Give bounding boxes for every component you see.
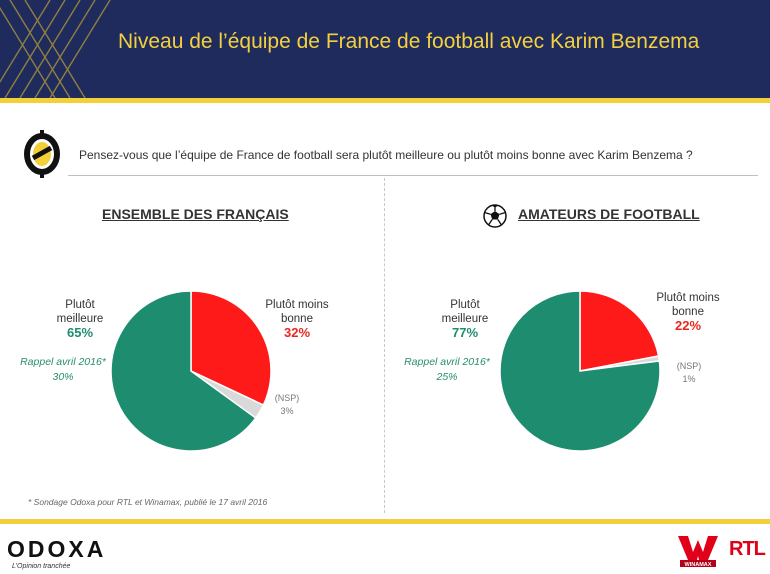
question-divider [68,175,758,176]
chart-1-red-label: Plutôt moins bonne 32% [258,298,336,340]
chart-2-rappel: Rappel avril 2016* 25% [398,355,496,385]
chart-1-rappel: Rappel avril 2016* 30% [14,355,112,385]
pie-1-slice-2 [110,290,257,452]
chart-2-title: AMATEURS DE FOOTBALL [518,206,700,222]
pie-2-slice-0 [579,290,660,372]
chart-1-nsp-label: (NSP) [274,393,300,403]
chart-2-green-label: Plutôt meilleure 77% [435,298,495,340]
pie-1-slice-0 [190,290,272,407]
rtl-logo: RTL [729,538,766,560]
header-band: Niveau de l’équipe de France de football… [0,0,770,98]
chart-1-green-label: Plutôt meilleure 65% [50,298,110,340]
chart-2-nsp: (NSP) 1% [672,360,706,386]
chart-2-red-value: 22% [674,318,702,333]
chart-2-red-label-text: Plutôt moins bonne [656,292,720,318]
footer-gold-bar [0,519,770,524]
pie-chart-ensemble [110,290,272,452]
chart-1-red-value: 32% [283,325,311,340]
chart-1-nsp-value: 3% [280,406,294,416]
footnote: * Sondage Odoxa pour RTL et Winamax, pub… [28,497,268,507]
pie-chart-amateurs [499,290,661,452]
chart-2-rappel-value: 25% [436,371,458,383]
odoxa-tagline: L’Opinion tranchée [12,563,71,570]
section-divider [384,178,385,513]
pie-2-slice-2 [499,290,661,452]
chart-2-green-label-text: Plutôt meilleure [441,299,489,325]
chart-1-red-label-text: Plutôt moins bonne [265,299,329,325]
football-icon [483,204,507,228]
chart-1-green-label-text: Plutôt meilleure [56,299,104,325]
chart-1-green-value: 65% [66,325,94,340]
winamax-logo: WINAMAX [678,536,718,568]
chart-1-rappel-value: 30% [52,371,74,383]
chart-2-nsp-label: (NSP) [676,361,702,371]
winamax-text: WINAMAX [685,562,712,568]
chart-2-rappel-label: Rappel avril 2016* [404,356,490,368]
odoxa-o-icon [24,130,60,178]
chart-2-nsp-value: 1% [682,374,696,384]
chart-2-green-value: 77% [451,325,479,340]
chart-1-title: ENSEMBLE DES FRANÇAIS [102,206,289,222]
header-gold-bar [0,98,770,103]
odoxa-logo: ODOXA [7,536,107,562]
chart-1-rappel-label: Rappel avril 2016* [20,356,106,368]
header-pattern [0,0,111,98]
chart-2-red-label: Plutôt moins bonne 22% [648,291,728,333]
survey-question: Pensez-vous que l’équipe de France de fo… [79,148,693,162]
page-title: Niveau de l’équipe de France de football… [118,30,700,53]
chart-1-nsp: (NSP) 3% [270,392,304,418]
